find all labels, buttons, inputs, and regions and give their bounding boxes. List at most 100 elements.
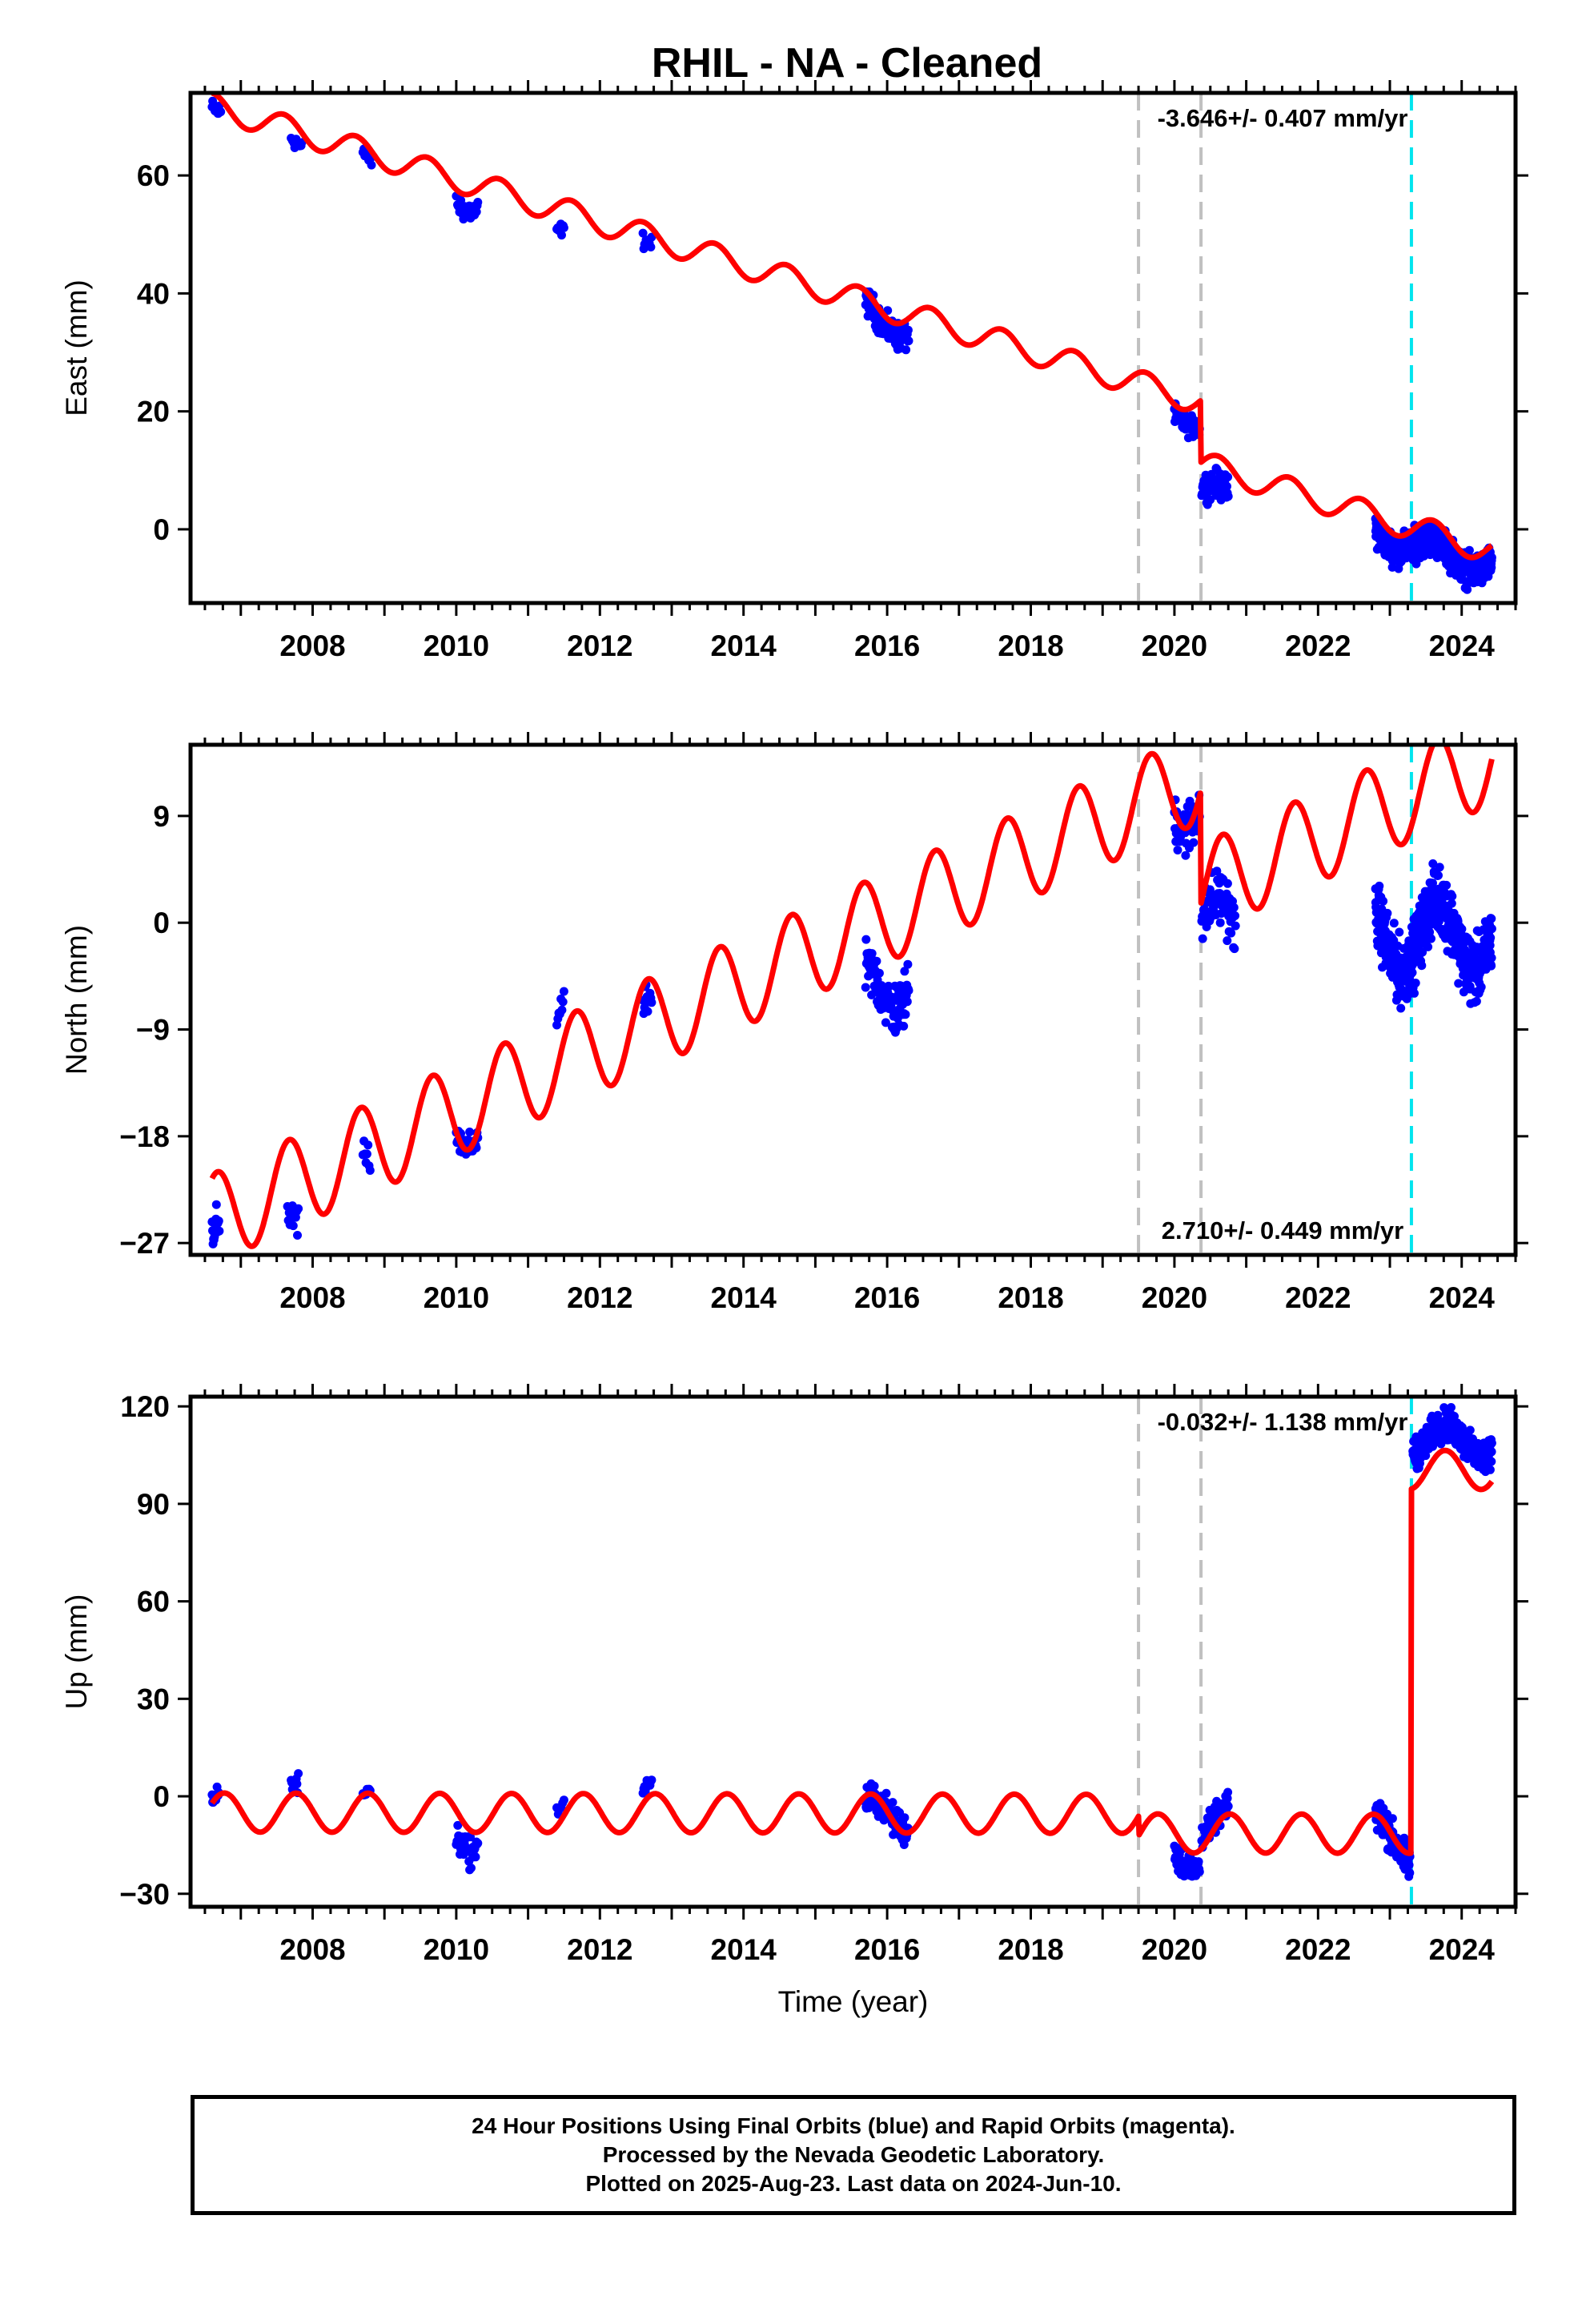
obs-point [288, 1221, 298, 1231]
obs-point [1383, 908, 1392, 918]
plot-frame [188, 1394, 1518, 1909]
x-tick-label: 2016 [854, 1933, 920, 1966]
y-tick-label: −27 [119, 1227, 170, 1260]
obs-point [557, 1005, 567, 1015]
obs-point [1465, 1425, 1475, 1435]
obs-point [215, 1226, 224, 1236]
obs-point [293, 1231, 302, 1240]
obs-point [647, 998, 656, 1007]
obs-point [869, 1781, 879, 1791]
obs-point [465, 1128, 475, 1136]
y-tick-label: 0 [153, 513, 170, 546]
obs-point [1212, 866, 1222, 876]
obs-point [903, 959, 913, 969]
obs-point [1472, 996, 1481, 1006]
obs-point [559, 223, 568, 232]
chart-panels: 2008 2010 2012 2014 2016 2018 2020 2022 2024 0 20 4… [60, 80, 1528, 2018]
obs-point [1457, 924, 1467, 934]
x-tick-label: 2020 [1142, 1281, 1207, 1314]
obs-point [1417, 961, 1427, 971]
obs-point [1379, 896, 1388, 906]
obs-point [473, 198, 483, 207]
obs-point [1487, 1447, 1496, 1457]
obs-point [1487, 1457, 1496, 1466]
x-tick-label: 2024 [1429, 629, 1496, 662]
obs-point [1387, 1814, 1397, 1823]
obs-point [1230, 944, 1239, 954]
obs-point [214, 1216, 223, 1226]
obs-point [1418, 947, 1427, 957]
panel-east: 2008 2010 2012 2014 2016 2018 2020 2022 2024 0 20 4… [60, 80, 1528, 662]
footer-line-processed: Processed by the Nevada Geodetic Laborat… [602, 2142, 1105, 2167]
obs-point [1423, 942, 1433, 951]
y-axis-label: East (mm) [60, 279, 93, 416]
x-tick-label: 2016 [854, 629, 920, 662]
x-tick-label: 2024 [1429, 1933, 1496, 1966]
x-tick-label: 2008 [279, 1933, 345, 1966]
y-axis-label: Up (mm) [60, 1594, 93, 1710]
obs-point [1487, 914, 1496, 923]
obs-point [464, 1135, 473, 1144]
obs-point [1206, 495, 1215, 505]
obs-point [1223, 879, 1232, 888]
obs-point [473, 1839, 483, 1848]
obs-point [904, 336, 913, 346]
x-tick-label: 2012 [567, 629, 632, 662]
obs-point [1223, 936, 1232, 946]
obs-point [1389, 919, 1399, 928]
obs-point [867, 949, 877, 959]
obs-point [643, 1007, 652, 1016]
y-tick-label: 30 [137, 1683, 170, 1715]
obs-point [903, 325, 913, 335]
obs-point [1433, 1410, 1443, 1420]
obs-point [1425, 927, 1435, 937]
x-tick-label: 2020 [1142, 629, 1207, 662]
obs-point [294, 1769, 303, 1779]
obs-point [1223, 481, 1231, 491]
obs-point [901, 345, 911, 355]
y-tick-label: 0 [153, 1780, 170, 1813]
obs-point [902, 997, 912, 1007]
obs-point [1181, 850, 1191, 860]
obs-point [638, 228, 648, 238]
obs-point [1485, 941, 1495, 950]
obs-point [1486, 933, 1496, 943]
obs-point [884, 981, 893, 991]
plot-frame [188, 90, 1518, 605]
obs-point [1189, 838, 1199, 847]
panel-north: 2008 2010 2012 2014 2016 2018 2020 2022 2024 −27 −… [60, 732, 1528, 1314]
obs-point [216, 107, 226, 117]
obs-point [1223, 492, 1233, 501]
x-axis-label: Time (year) [778, 1985, 929, 2018]
obs-point [1375, 881, 1384, 891]
obs-point [1231, 921, 1240, 931]
y-tick-label: −9 [136, 1014, 170, 1047]
x-tick-label: 2008 [279, 1281, 345, 1314]
obs-point [1463, 585, 1472, 594]
y-tick-label: −18 [119, 1120, 170, 1153]
y-tick-label: −30 [119, 1878, 170, 1911]
obs-point [646, 243, 656, 251]
obs-point [467, 1864, 476, 1873]
rate-label: -0.032+/- 1.138 mm/yr [1158, 1408, 1408, 1436]
x-tick-label: 2008 [279, 629, 345, 662]
obs-point [1215, 918, 1225, 927]
y-tick-label: 120 [120, 1390, 170, 1423]
footer-info-box: 24 Hour Positions Using Final Orbits (bl… [191, 2095, 1516, 2215]
obs-point [471, 1852, 480, 1862]
obs-point [1223, 1802, 1233, 1811]
panel-up: 2008 2010 2012 2014 2016 2018 2020 2022 2024 −30 0… [60, 1384, 1528, 2018]
obs-point [294, 1204, 303, 1213]
obs-point [367, 160, 376, 170]
obs-point [1447, 891, 1457, 901]
obs-point [647, 1775, 656, 1785]
y-axis-label: North (mm) [60, 925, 93, 1075]
obs-point [881, 1788, 891, 1798]
obs-point [1231, 911, 1240, 920]
x-tick-label: 2016 [854, 1281, 920, 1314]
obs-point [453, 1820, 463, 1830]
obs-point [1227, 928, 1236, 938]
x-tick-label: 2010 [424, 629, 489, 662]
obs-point [1487, 924, 1496, 934]
